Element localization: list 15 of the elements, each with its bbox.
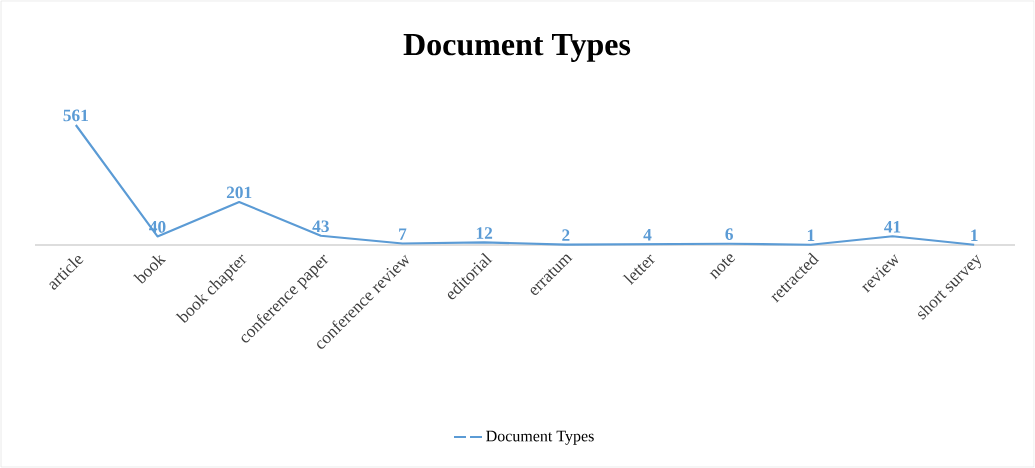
data-label: 4	[643, 228, 652, 241]
data-label: 1	[807, 229, 815, 242]
chart-title: Document Types	[403, 34, 631, 62]
x-tick-label: book	[132, 254, 167, 284]
data-label: 7	[399, 228, 407, 240]
x-tick-label: note	[709, 254, 736, 280]
data-label: 12	[476, 227, 493, 239]
legend-label: Document Types	[486, 430, 594, 445]
data-label: 43	[312, 220, 329, 233]
data-label: 1	[971, 229, 978, 242]
data-label: 41	[884, 221, 901, 233]
data-label: 6	[725, 228, 733, 240]
data-label: 201	[226, 186, 252, 199]
data-label: 561	[63, 109, 88, 122]
data-label: 2	[562, 229, 570, 241]
